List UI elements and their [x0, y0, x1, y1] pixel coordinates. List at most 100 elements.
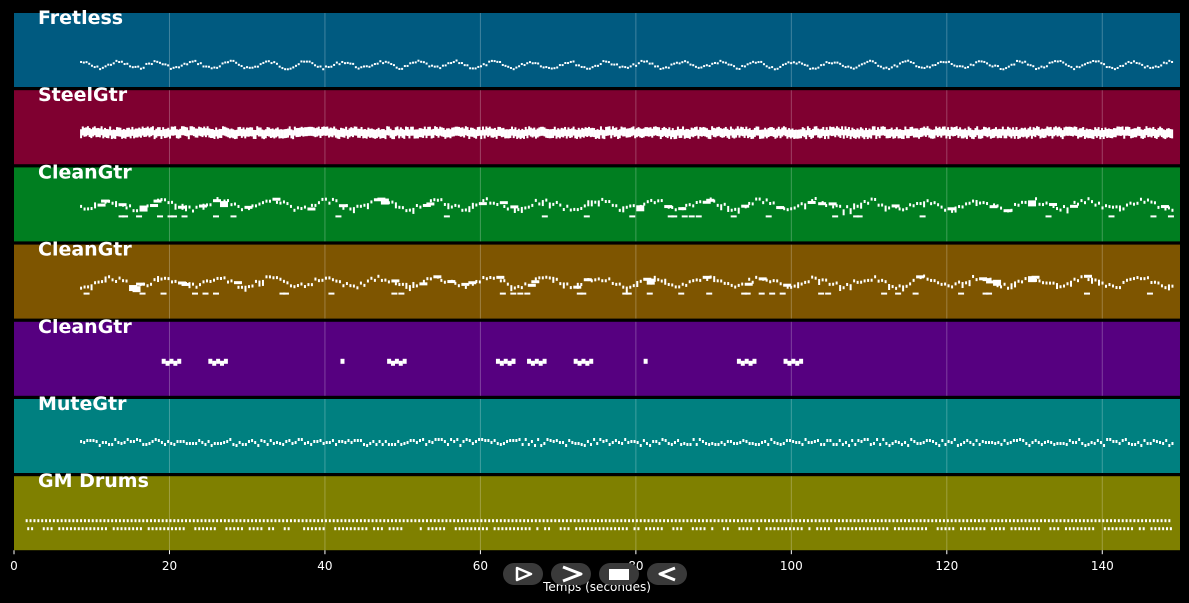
note	[512, 68, 515, 71]
rewind-button[interactable]	[647, 563, 687, 585]
note	[597, 200, 600, 207]
stop-button[interactable]	[599, 563, 639, 585]
note	[897, 129, 900, 139]
note	[901, 61, 904, 64]
note	[392, 64, 395, 67]
note	[1099, 441, 1102, 444]
note	[1066, 207, 1069, 214]
note	[905, 284, 908, 288]
track-label: CleanGtr	[38, 161, 132, 183]
note	[1129, 277, 1132, 281]
note	[872, 442, 875, 445]
note	[555, 439, 558, 442]
note	[131, 126, 134, 136]
note	[373, 527, 376, 531]
note	[716, 279, 719, 283]
note	[958, 292, 965, 295]
note	[972, 443, 975, 446]
note	[998, 128, 1001, 138]
note	[512, 129, 515, 139]
note	[338, 440, 341, 443]
note	[576, 208, 579, 212]
note	[422, 438, 425, 441]
note	[452, 127, 455, 137]
note	[303, 442, 306, 445]
note	[996, 129, 999, 139]
note	[722, 61, 725, 64]
note	[528, 126, 531, 136]
note	[600, 519, 603, 523]
note	[107, 63, 110, 66]
note	[655, 519, 658, 523]
note	[918, 129, 921, 139]
note	[652, 527, 655, 531]
note	[586, 67, 589, 70]
note	[833, 61, 836, 64]
note	[473, 128, 476, 138]
note	[743, 128, 746, 138]
note	[657, 199, 660, 203]
note	[1105, 66, 1108, 69]
note	[765, 65, 768, 68]
note	[219, 201, 228, 208]
note	[285, 440, 288, 443]
note	[953, 438, 956, 441]
note	[776, 442, 779, 445]
note	[608, 443, 611, 446]
note	[1135, 61, 1138, 64]
note	[157, 198, 160, 202]
note	[558, 441, 561, 444]
note	[499, 292, 506, 295]
note	[1066, 126, 1069, 136]
note	[517, 292, 524, 295]
note	[1127, 442, 1130, 445]
note	[389, 128, 392, 138]
note	[130, 519, 133, 523]
note	[697, 66, 700, 69]
note	[85, 527, 88, 531]
note	[1094, 127, 1097, 137]
note	[1102, 519, 1105, 523]
note	[134, 519, 137, 523]
note	[581, 358, 586, 364]
note	[907, 129, 910, 139]
note	[984, 127, 987, 137]
note	[338, 63, 341, 66]
note	[98, 128, 101, 138]
note	[705, 128, 708, 138]
note	[153, 60, 156, 63]
note	[433, 65, 436, 68]
note	[760, 60, 763, 63]
note	[1000, 285, 1003, 289]
note	[134, 128, 137, 138]
note	[692, 279, 695, 283]
note	[452, 61, 455, 64]
note	[801, 443, 804, 446]
note	[366, 279, 369, 283]
forward-icon	[562, 565, 583, 583]
note	[830, 62, 833, 65]
note	[632, 284, 635, 288]
note	[583, 204, 586, 208]
note	[1160, 128, 1163, 138]
note	[490, 441, 493, 444]
note	[120, 60, 123, 63]
note	[484, 519, 487, 523]
note	[726, 527, 729, 531]
note	[417, 59, 420, 62]
note	[827, 527, 830, 531]
play-button[interactable]	[503, 563, 543, 585]
note	[246, 66, 249, 69]
note	[90, 129, 93, 139]
note	[328, 276, 331, 280]
note	[1008, 519, 1011, 523]
note	[48, 519, 51, 523]
note	[481, 126, 484, 136]
note	[1094, 203, 1097, 207]
note	[342, 284, 345, 288]
note	[492, 201, 495, 205]
forward-button[interactable]	[551, 563, 591, 585]
note	[882, 126, 885, 136]
note	[858, 527, 861, 531]
note	[927, 519, 930, 523]
